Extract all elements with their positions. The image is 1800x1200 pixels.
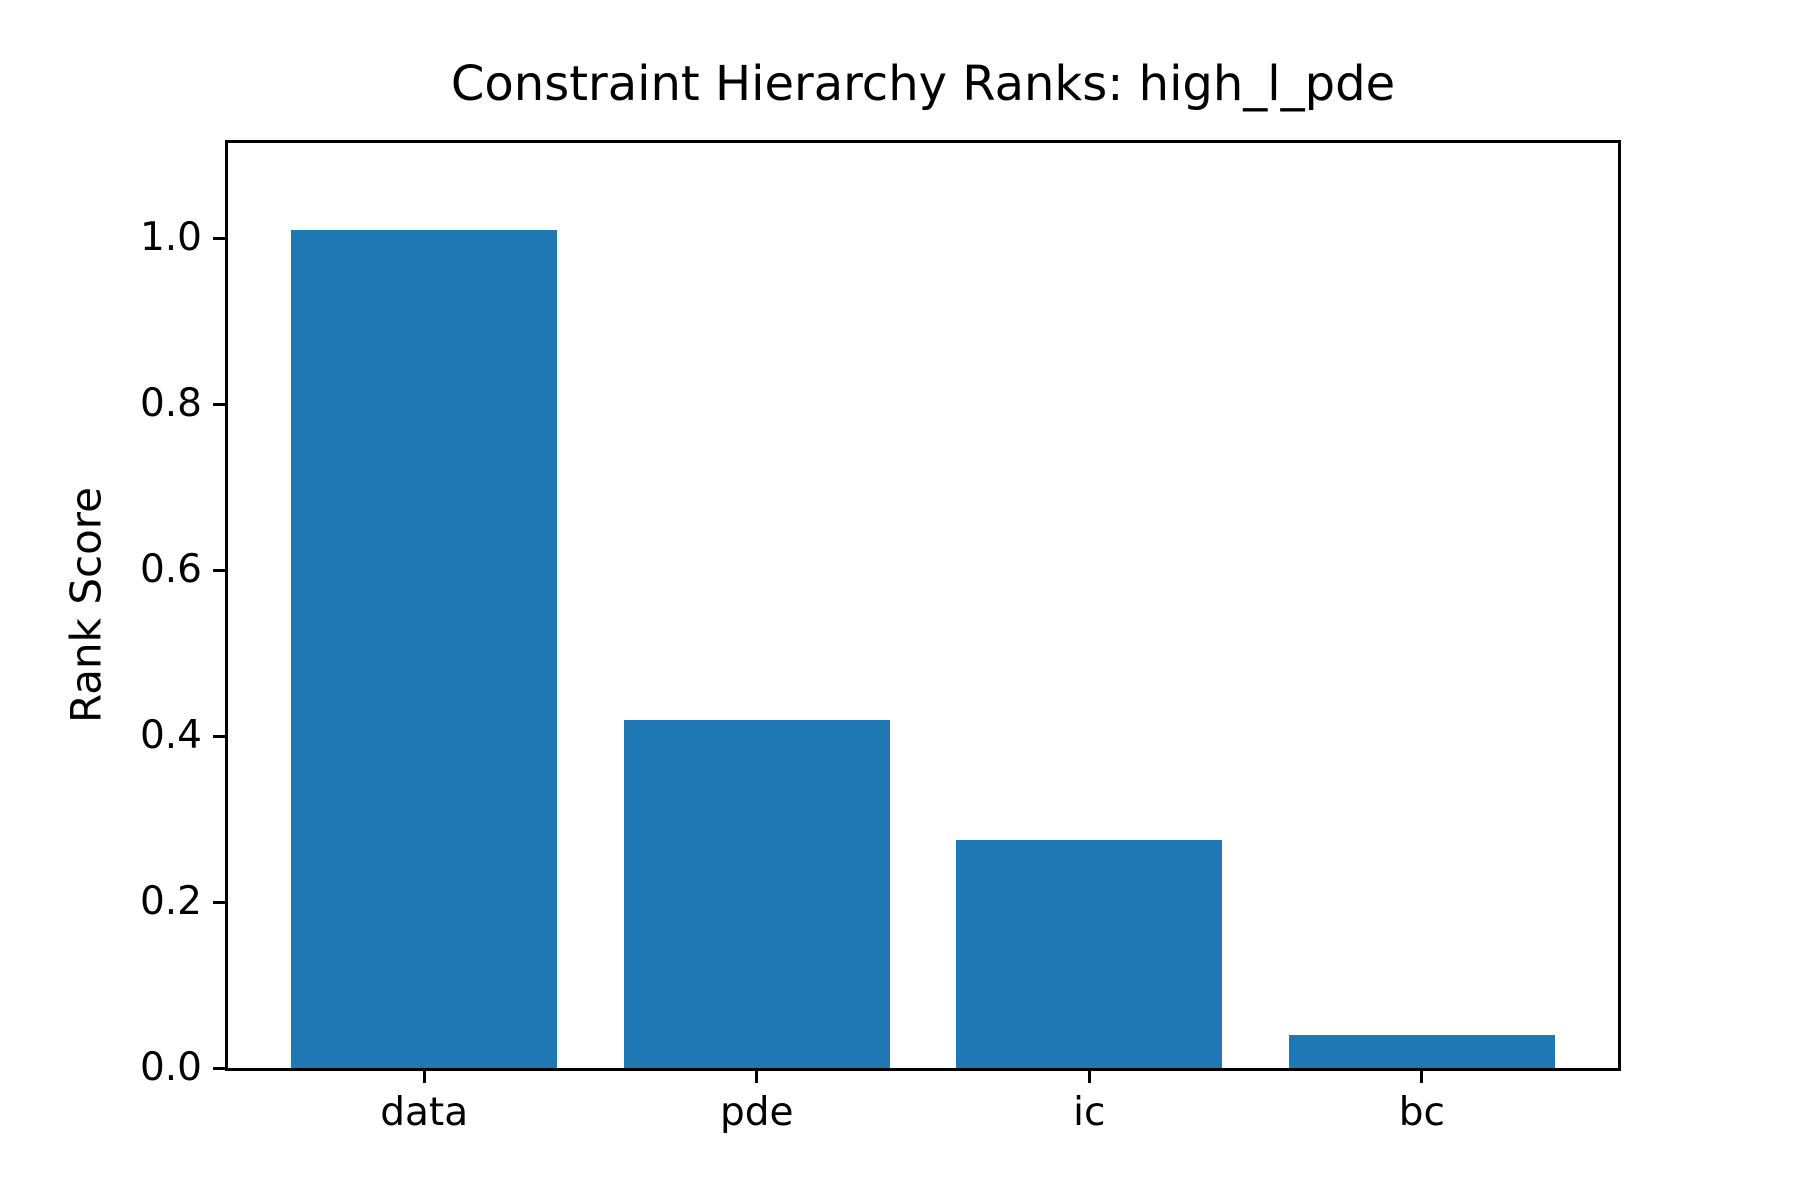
y-tick-0.2 bbox=[213, 900, 225, 904]
y-tick-0.4 bbox=[213, 734, 225, 738]
y-tick-1.0 bbox=[213, 236, 225, 240]
x-tick-label-ic: ic bbox=[1073, 1090, 1106, 1135]
x-tick-label-data: data bbox=[380, 1090, 469, 1135]
bar-ic bbox=[956, 839, 1223, 1068]
x-tick-pde bbox=[755, 1071, 759, 1083]
plot-area: data pde ic bc 0.0 0.2 0.4 0.6 0.8 1.0 bbox=[140, 140, 1621, 1135]
y-tick-label-0.0: 0.0 bbox=[139, 1045, 202, 1090]
chart-title: Constraint Hierarchy Ranks: high_l_pde bbox=[450, 56, 1396, 112]
y-tick-label-0.4: 0.4 bbox=[139, 713, 202, 759]
x-tick-bc bbox=[1420, 1071, 1424, 1083]
y-tick-0.6 bbox=[213, 568, 225, 572]
y-tick-0.8 bbox=[213, 402, 225, 406]
y-tick-0.0 bbox=[213, 1066, 225, 1070]
y-tick-label-0.6: 0.6 bbox=[139, 547, 202, 593]
x-tick-ic bbox=[1087, 1071, 1091, 1083]
bar-data bbox=[291, 230, 558, 1068]
y-tick-label-0.8: 0.8 bbox=[139, 381, 202, 427]
bar-pde bbox=[623, 719, 890, 1068]
x-tick-data bbox=[422, 1071, 426, 1083]
y-tick-label-0.2: 0.2 bbox=[139, 879, 202, 925]
y-tick-label-1.0: 1.0 bbox=[139, 215, 202, 261]
bar-bc bbox=[1288, 1034, 1555, 1068]
y-axis-label: Rank Score bbox=[61, 487, 111, 723]
x-tick-label-pde: pde bbox=[719, 1090, 794, 1135]
x-tick-label-bc: bc bbox=[1398, 1090, 1445, 1135]
